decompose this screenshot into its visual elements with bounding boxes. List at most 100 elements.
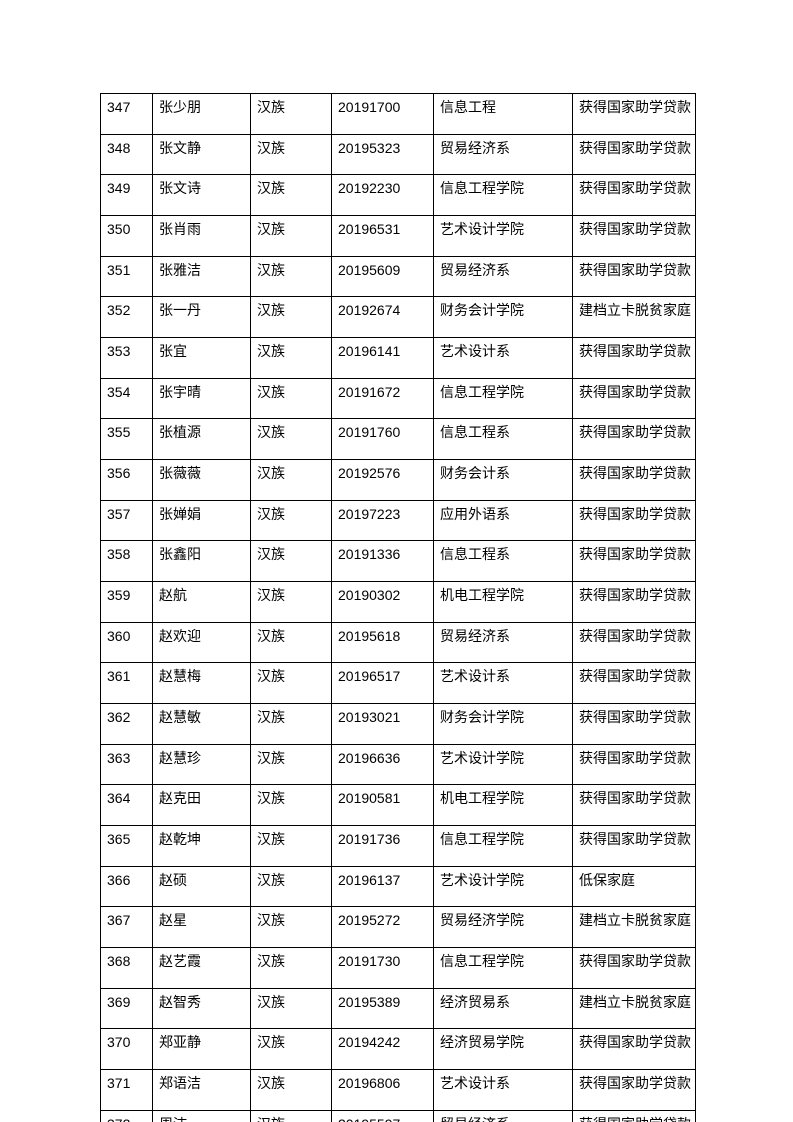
cell-student-id: 20196141 [331, 337, 434, 379]
cell-index: 364 [100, 784, 153, 827]
cell-index: 369 [100, 987, 153, 1030]
cell-ethnicity: 汉族 [250, 703, 332, 745]
cell-name: 张宇晴 [152, 377, 251, 420]
cell-name: 赵慧敏 [152, 703, 251, 745]
cell-index: 365 [100, 825, 153, 867]
cell-ethnicity: 汉族 [250, 621, 332, 664]
table-row: 371 郑语洁 汉族 20196806 艺术设计系 获得国家助学贷款 [100, 1069, 696, 1111]
cell-name: 张文静 [152, 133, 251, 176]
cell-department: 艺术设计学院 [433, 215, 573, 257]
cell-status: 获得国家助学贷款 [572, 499, 696, 542]
cell-status: 获得国家助学贷款 [572, 540, 696, 583]
cell-department: 贸易经济系 [433, 621, 573, 664]
cell-name: 郑语洁 [152, 1069, 251, 1111]
cell-department: 机电工程学院 [433, 581, 573, 623]
cell-department: 信息工程学院 [433, 377, 573, 420]
cell-status: 低保家庭 [572, 865, 696, 908]
table-row: 364 赵克田 汉族 20190581 机电工程学院 获得国家助学贷款 [100, 784, 696, 827]
cell-student-id: 20190581 [331, 784, 434, 827]
cell-student-id: 20195389 [331, 987, 434, 1030]
table-row: 353 张宜 汉族 20196141 艺术设计系 获得国家助学贷款 [100, 337, 696, 379]
table-row: 367 赵星 汉族 20195272 贸易经济学院 建档立卡脱贫家庭 [100, 906, 696, 949]
cell-name: 张肖雨 [152, 215, 251, 257]
cell-status: 获得国家助学贷款 [572, 133, 696, 176]
cell-department: 财务会计系 [433, 459, 573, 501]
cell-name: 赵航 [152, 581, 251, 623]
cell-department: 信息工程 [433, 93, 573, 135]
cell-ethnicity: 汉族 [250, 377, 332, 420]
cell-status: 建档立卡脱贫家庭 [572, 296, 696, 339]
table-row: 369 赵智秀 汉族 20195389 经济贸易系 建档立卡脱贫家庭 [100, 987, 696, 1030]
cell-department: 经济贸易学院 [433, 1028, 573, 1071]
cell-student-id: 20196137 [331, 865, 434, 908]
cell-student-id: 20196531 [331, 215, 434, 257]
cell-student-id: 20191336 [331, 540, 434, 583]
table-row: 362 赵慧敏 汉族 20193021 财务会计学院 获得国家助学贷款 [100, 703, 696, 745]
cell-student-id: 20192230 [331, 174, 434, 217]
cell-index: 355 [100, 418, 153, 461]
cell-student-id: 20195609 [331, 255, 434, 298]
cell-index: 354 [100, 377, 153, 420]
cell-student-id: 20196806 [331, 1069, 434, 1111]
cell-name: 赵慧珍 [152, 743, 251, 786]
cell-department: 信息工程系 [433, 540, 573, 583]
cell-name: 张鑫阳 [152, 540, 251, 583]
table-row: 365 赵乾坤 汉族 20191736 信息工程学院 获得国家助学贷款 [100, 825, 696, 867]
table-row: 356 张薇薇 汉族 20192576 财务会计系 获得国家助学贷款 [100, 459, 696, 501]
table-row: 359 赵航 汉族 20190302 机电工程学院 获得国家助学贷款 [100, 581, 696, 623]
cell-name: 张雅洁 [152, 255, 251, 298]
cell-student-id: 20195618 [331, 621, 434, 664]
cell-name: 赵乾坤 [152, 825, 251, 867]
cell-student-id: 20191730 [331, 947, 434, 989]
cell-department: 贸易经济系 [433, 133, 573, 176]
cell-ethnicity: 汉族 [250, 1028, 332, 1071]
cell-department: 财务会计学院 [433, 703, 573, 745]
table-row: 350 张肖雨 汉族 20196531 艺术设计学院 获得国家助学贷款 [100, 215, 696, 257]
cell-status: 获得国家助学贷款 [572, 418, 696, 461]
cell-ethnicity: 汉族 [250, 581, 332, 623]
cell-ethnicity: 汉族 [250, 255, 332, 298]
table-row: 372周沛汉族20195597贸易经济系获得国家助学贷款 [100, 1109, 696, 1122]
cell-ethnicity: 汉族 [250, 93, 332, 135]
cell-status: 获得国家助学贷款 [572, 947, 696, 989]
cell-department: 艺术设计系 [433, 337, 573, 379]
cell-student-id: 20195597 [331, 1109, 434, 1122]
cell-status: 获得国家助学贷款 [572, 215, 696, 257]
cell-ethnicity: 汉族 [250, 296, 332, 339]
cell-index: 361 [100, 662, 153, 705]
cell-status: 获得国家助学贷款 [572, 743, 696, 786]
cell-ethnicity: 汉族 [250, 459, 332, 501]
table-row: 368 赵艺霞 汉族 20191730 信息工程学院 获得国家助学贷款 [100, 947, 696, 989]
cell-ethnicity: 汉族 [250, 418, 332, 461]
cell-status: 获得国家助学贷款 [572, 581, 696, 623]
cell-department: 信息工程学院 [433, 825, 573, 867]
cell-ethnicity: 汉族 [250, 215, 332, 257]
cell-name: 赵欢迎 [152, 621, 251, 664]
cell-department: 应用外语系 [433, 499, 573, 542]
cell-department: 经济贸易系 [433, 987, 573, 1030]
table-row: 355 张植源 汉族 20191760 信息工程系 获得国家助学贷款 [100, 418, 696, 461]
cell-ethnicity: 汉族 [250, 174, 332, 217]
cell-index: 349 [100, 174, 153, 217]
cell-student-id: 20197223 [331, 499, 434, 542]
cell-department: 信息工程学院 [433, 174, 573, 217]
cell-name: 张植源 [152, 418, 251, 461]
student-funding-table: 347 张少朋 汉族 20191700 信息工程 获得国家助学贷款 348 张文静 汉族 2019… [100, 93, 696, 1122]
cell-ethnicity: 汉族 [250, 337, 332, 379]
cell-student-id: 20191700 [331, 93, 434, 135]
cell-ethnicity: 汉族 [250, 947, 332, 989]
cell-student-id: 20195323 [331, 133, 434, 176]
cell-ethnicity: 汉族 [250, 133, 332, 176]
cell-index: 359 [100, 581, 153, 623]
cell-student-id: 20191672 [331, 377, 434, 420]
cell-status: 获得国家助学贷款 [572, 662, 696, 705]
table-row: 361 赵慧梅 汉族 20196517 艺术设计系 获得国家助学贷款 [100, 662, 696, 705]
cell-status: 获得国家助学贷款 [572, 784, 696, 827]
cell-student-id: 20190302 [331, 581, 434, 623]
cell-index: 367 [100, 906, 153, 949]
cell-ethnicity: 汉族 [250, 662, 332, 705]
cell-ethnicity: 汉族 [250, 987, 332, 1030]
table-row: 370 郑亚静 汉族 20194242 经济贸易学院 获得国家助学贷款 [100, 1028, 696, 1071]
cell-status: 建档立卡脱贫家庭 [572, 987, 696, 1030]
